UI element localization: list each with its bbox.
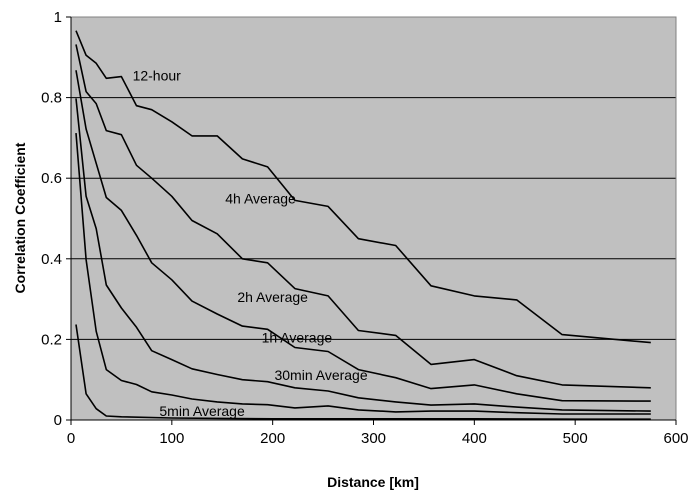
series-line-4h-average xyxy=(75,44,651,389)
y-tick-label-0-8: 0.8 xyxy=(41,90,62,107)
series-label-5min-average: 5min Average xyxy=(159,403,245,419)
axes xyxy=(66,16,677,425)
series-labels: 12-hour 4h Average 2h Average 1h Average 30m… xyxy=(133,67,368,419)
y-tick-label-1: 1 xyxy=(54,9,62,26)
series-label-30min-average: 30min Average xyxy=(274,367,367,383)
x-tick-label-400: 400 xyxy=(462,430,487,447)
x-tick-label-0: 0 xyxy=(67,430,75,447)
x-tick-label-100: 100 xyxy=(159,430,184,447)
x-tick-label-600: 600 xyxy=(663,430,688,447)
y-tick-label-0-2: 0.2 xyxy=(41,331,62,348)
x-tick-labels: 0 100 200 300 400 500 600 xyxy=(67,430,689,447)
x-tick-label-300: 300 xyxy=(361,430,386,447)
x-tick-label-500: 500 xyxy=(563,430,588,447)
x-tick-label-200: 200 xyxy=(260,430,285,447)
series-line-5min-average xyxy=(75,324,651,421)
gridlines xyxy=(71,97,676,340)
series-label-1h-average: 1h Average xyxy=(262,329,333,345)
series-line-2h-average xyxy=(75,70,651,402)
y-tick-label-0-6: 0.6 xyxy=(41,170,62,187)
series-line-12-hour xyxy=(75,30,651,344)
y-tick-label-0-4: 0.4 xyxy=(41,251,62,268)
series-line-1h-average xyxy=(75,98,651,412)
series-lines xyxy=(75,30,651,421)
series-label-2h-average: 2h Average xyxy=(237,289,308,305)
series-line-30min-average xyxy=(75,133,651,415)
y-tick-label-0: 0 xyxy=(54,412,62,429)
x-axis-title: Distance [km] xyxy=(327,474,419,490)
y-axis-title: Correlation Coefficient xyxy=(12,142,28,293)
plot-area xyxy=(71,17,676,420)
y-tick-labels: 0 0.2 0.4 0.6 0.8 1 xyxy=(41,9,62,429)
series-label-4h-average: 4h Average xyxy=(225,190,296,206)
series-label-12-hour: 12-hour xyxy=(133,67,182,83)
